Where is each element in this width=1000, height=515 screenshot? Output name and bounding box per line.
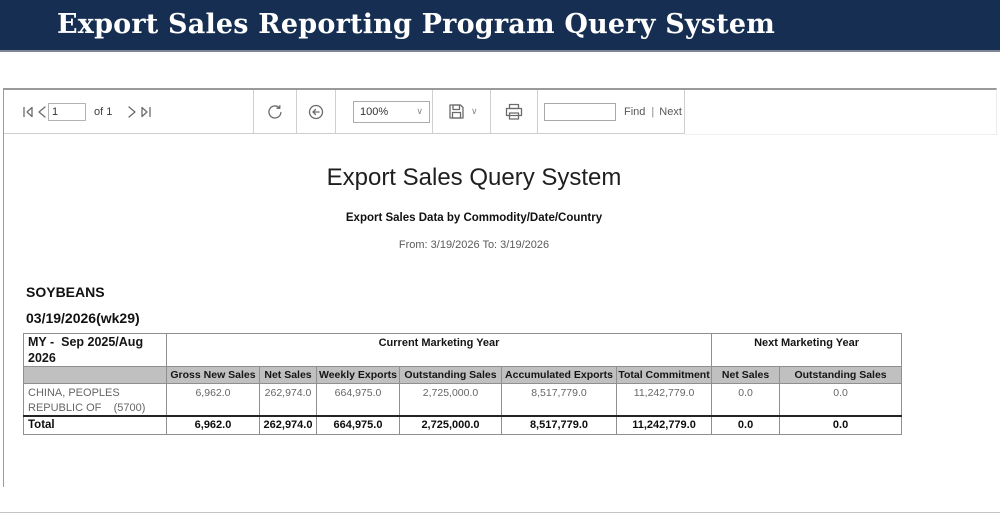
chevron-down-icon: ∨ [416,106,423,116]
first-page-button[interactable] [20,104,36,120]
page-navigation-group: of 1 [4,90,254,133]
last-page-icon [141,106,152,117]
back-arrow-icon [308,104,324,119]
report-date-range: From: 3/19/2026 To: 3/19/2026 [398,239,550,251]
col-weekly-exports: Weekly Exports [316,366,400,385]
find-next-separator: | [651,105,655,118]
col-outstanding-sales: Outstanding Sales [399,366,502,385]
report-toolbar: of 1 [4,90,685,134]
col-net-sales: Net Sales [259,366,317,385]
total-outstanding-sales: 2,725,000.0 [399,414,502,436]
print-icon [505,103,523,120]
col-nmy-net-sales: Net Sales [711,366,781,385]
cell-total-commitment: 11,242,779.0 [615,383,713,417]
print-group [491,90,538,133]
marketing-year-header-row: MY - Sep 2025/Aug 2026 Current Marketing… [23,332,903,368]
save-export-button[interactable]: ∨ [447,102,478,121]
commodity-heading: SOYBEANS [26,284,105,300]
next-page-button[interactable] [126,104,138,120]
marketing-year-label: MY - Sep 2025/Aug 2026 [23,332,167,368]
report-body: Export Sales Query System Export Sales D… [4,135,998,489]
find-link[interactable]: Find [624,105,646,118]
app-title: Export Sales Reporting Program Query Sys… [57,9,776,40]
cell-nmy-outstanding-sales: 0.0 [779,383,903,417]
previous-page-icon [38,105,46,118]
next-marketing-year-header: Next Marketing Year [711,332,903,368]
total-accumulated-exports: 8,517,779.0 [501,414,617,436]
country-name-cell: CHINA, PEOPLES REPUBLIC OF (5700) [23,383,167,417]
page-number-input[interactable] [48,102,86,121]
first-page-icon [23,106,33,117]
cell-accumulated-exports: 8,517,779.0 [501,383,617,417]
refresh-group [254,90,297,133]
report-viewer-panel: of 1 [3,88,998,489]
total-row: Total 6,962.0 262,974.0 664,975.0 2,725,… [23,414,903,436]
current-marketing-year-header: Current Marketing Year [165,332,713,368]
report-subtitle: Export Sales Data by Commodity/Date/Coun… [345,212,603,224]
next-page-icon [128,105,137,118]
page-bottom-divider [0,512,1000,513]
page-count-label: of 1 [94,105,113,118]
total-total-commitment: 11,242,779.0 [615,414,713,436]
total-weekly-exports: 664,975.0 [316,414,400,436]
refresh-icon [268,104,282,119]
app-header-banner: Export Sales Reporting Program Query Sys… [0,0,1000,52]
report-title: Export Sales Query System [326,164,622,191]
find-text-input[interactable] [544,102,616,121]
refresh-button[interactable] [266,103,284,121]
empty-header-cell [23,366,167,385]
cell-nmy-net-sales: 0.0 [711,383,781,417]
total-nmy-net-sales: 0.0 [711,414,781,436]
cell-outstanding-sales: 2,725,000.0 [399,383,502,417]
col-total-commitment: Total Commitment [615,366,713,385]
total-net-sales: 262,974.0 [259,414,317,436]
col-accumulated-exports: Accumulated Exports [501,366,617,385]
toolbar-divider-extension [685,134,998,135]
week-heading: 03/19/2026(wk29) [26,310,140,326]
table-row: CHINA, PEOPLES REPUBLIC OF (5700) 6,962.… [23,383,903,417]
column-header-row: Gross New Sales Net Sales Weekly Exports… [23,366,903,385]
export-group: ∨ [433,90,491,133]
save-icon [449,104,464,119]
export-sales-table: MY - Sep 2025/Aug 2026 Current Marketing… [23,332,903,436]
chevron-down-icon: ∨ [471,106,478,116]
find-next-link[interactable]: Next [659,105,682,118]
cell-net-sales: 262,974.0 [259,383,317,417]
back-to-parent-report-button[interactable] [307,103,325,121]
zoom-group: 100% ∨ [336,90,433,133]
total-label: Total [23,414,167,436]
col-gross-new-sales: Gross New Sales [166,366,260,385]
previous-page-button[interactable] [36,104,48,120]
total-nmy-outstanding-sales: 0.0 [779,414,903,436]
cell-weekly-exports: 664,975.0 [316,383,400,417]
total-gross-new-sales: 6,962.0 [166,414,260,436]
zoom-select[interactable]: 100% ∨ [353,100,430,123]
back-group [297,90,336,133]
col-nmy-outstanding-sales: Outstanding Sales [779,366,903,385]
zoom-value: 100% [360,105,389,118]
find-group: Find | Next [538,90,685,133]
print-button[interactable] [504,102,524,122]
last-page-button[interactable] [138,104,154,120]
cell-gross-new-sales: 6,962.0 [166,383,260,417]
